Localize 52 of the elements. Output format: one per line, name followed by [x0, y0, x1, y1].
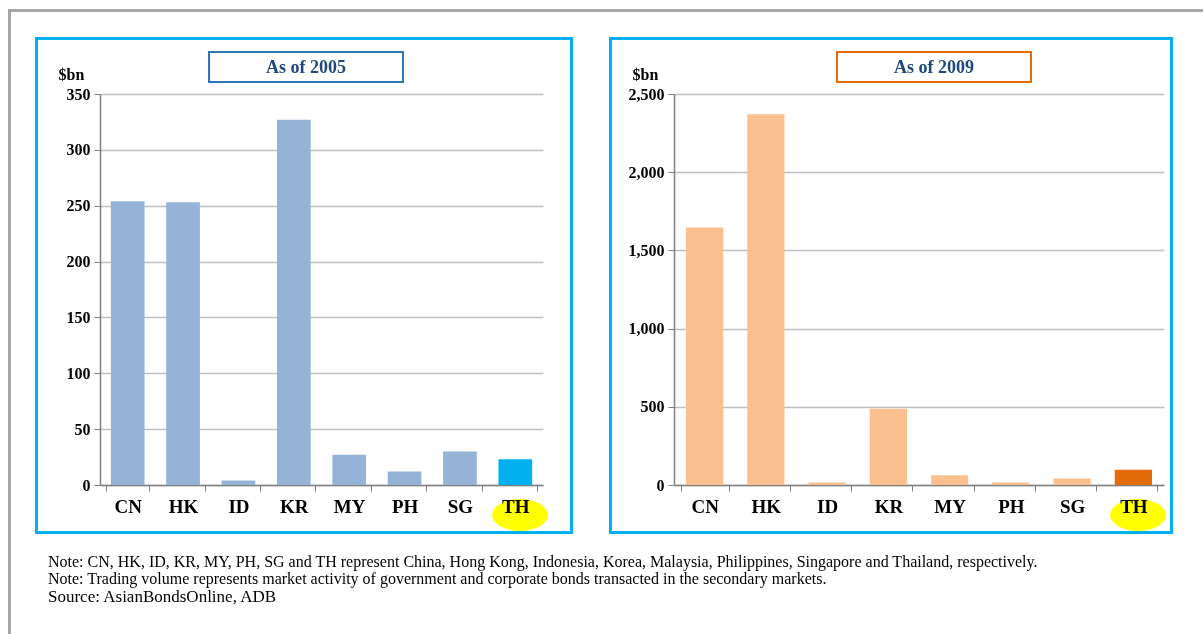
bar — [930, 475, 969, 485]
bar — [747, 114, 785, 485]
bar — [387, 471, 422, 485]
text: Note: Trading volume represents market activity of government and corporate bonds transacted in the secondary markets. — [48, 570, 827, 587]
x-tick-label: CN — [691, 495, 720, 517]
x-tick-label: HK — [168, 495, 199, 517]
y-tick-label: 0 — [656, 476, 665, 494]
x-tick-label: CN — [114, 495, 143, 517]
y-tick-label: 500 — [640, 398, 665, 416]
chart-title: As of 2009 — [836, 51, 1032, 83]
y-axis-title: $bn — [632, 65, 659, 83]
bar — [498, 459, 533, 485]
y-tick-label: 300 — [66, 141, 91, 159]
x-tick-label: PH — [391, 495, 419, 517]
x-tick-label: KR — [874, 495, 904, 517]
y-tick-label: 100 — [66, 364, 91, 382]
source-note: Source: AsianBondsOnline, ADB — [48, 587, 278, 607]
x-tick-label: HK — [751, 495, 782, 517]
bar — [276, 119, 311, 485]
y-axis-title: $bn — [58, 65, 85, 83]
bar — [443, 451, 477, 485]
x-tick-label: TH — [502, 495, 530, 517]
x-tick-label: ID — [228, 495, 250, 517]
bar — [869, 408, 908, 485]
x-tick-label: MY — [333, 495, 366, 517]
bar — [1114, 469, 1153, 485]
x-tick-label: MY — [934, 495, 967, 517]
text: Note: CN, HK, ID, KR, MY, PH, SG and TH represent China, Hong Kong, Indonesia, Korea, Malaysia, Philippines, Singapore and Thailand, respectively. — [48, 553, 1039, 570]
y-tick-label: 250 — [66, 197, 91, 215]
y-tick-label: 200 — [66, 253, 91, 271]
y-tick-label: 1,500 — [628, 241, 665, 259]
y-tick-label: 150 — [66, 308, 91, 326]
y-tick-label: 2,000 — [628, 163, 665, 181]
x-tick-label: SG — [1059, 495, 1086, 517]
bar — [992, 482, 1030, 485]
bar — [332, 454, 367, 485]
x-tick-label: SG — [447, 495, 474, 517]
bar — [685, 227, 724, 485]
bar — [110, 201, 145, 485]
y-tick-label: 2,500 — [628, 85, 665, 103]
bar — [166, 202, 200, 485]
x-tick-label: PH — [998, 495, 1025, 517]
y-tick-label: 0 — [82, 476, 91, 494]
x-tick-label: TH — [1120, 495, 1148, 517]
bar — [1053, 478, 1091, 485]
y-tick-label: 50 — [74, 420, 91, 438]
x-tick-label: ID — [817, 495, 839, 517]
chart-title: As of 2005 — [208, 51, 404, 83]
x-tick-label: KR — [280, 495, 309, 517]
y-tick-label: 1,000 — [628, 320, 665, 338]
y-tick-label: 350 — [66, 85, 91, 103]
bar — [808, 482, 846, 485]
